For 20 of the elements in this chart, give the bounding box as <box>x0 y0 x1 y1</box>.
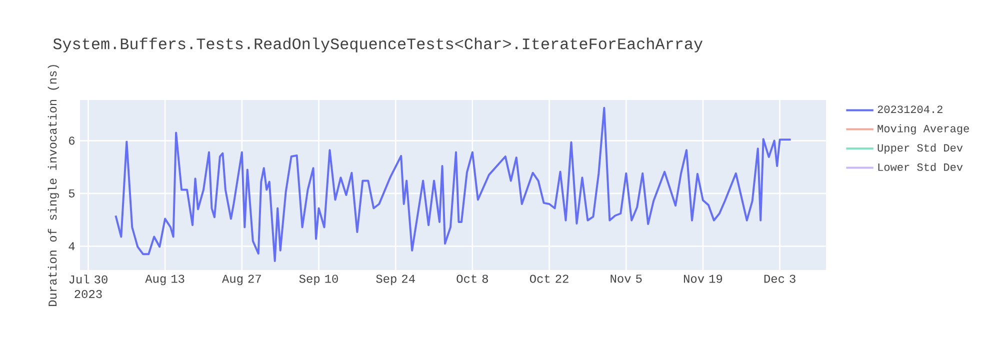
x-tick-label: Aug 13 <box>145 274 184 286</box>
legend-label: Moving Average <box>878 124 969 135</box>
x-tick-label: Oct 8 <box>456 274 488 283</box>
y-tick-label: 5 <box>68 189 75 198</box>
x-tick-label: Dec 3 <box>764 274 796 283</box>
legend-label: Upper Std Dev <box>878 144 963 154</box>
y-axis-title: Duration of single invocation (ns) <box>48 65 60 306</box>
x-tick-label: Sep 10 <box>299 274 338 286</box>
x-tick-label: Aug 27 <box>222 274 261 286</box>
x-tick-label: Nov 5 <box>610 274 642 283</box>
chart-title: System.Buffers.Tests.ReadOnlySequenceTests<Char>.IterateForEachArray <box>53 38 703 52</box>
legend-label: Lower Std Dev <box>878 162 963 171</box>
line-series <box>114 106 792 262</box>
legend-label: 20231204.2 <box>878 106 942 114</box>
y-tick-label: 6 <box>69 136 75 145</box>
x-tick-label: Jul 30 2023 <box>69 274 108 298</box>
y-tick-label: 4 <box>68 242 75 250</box>
x-tick-label: Sep 24 <box>376 274 415 286</box>
x-tick-label: Oct 22 <box>530 274 568 283</box>
x-tick-label: Nov 19 <box>684 274 722 283</box>
